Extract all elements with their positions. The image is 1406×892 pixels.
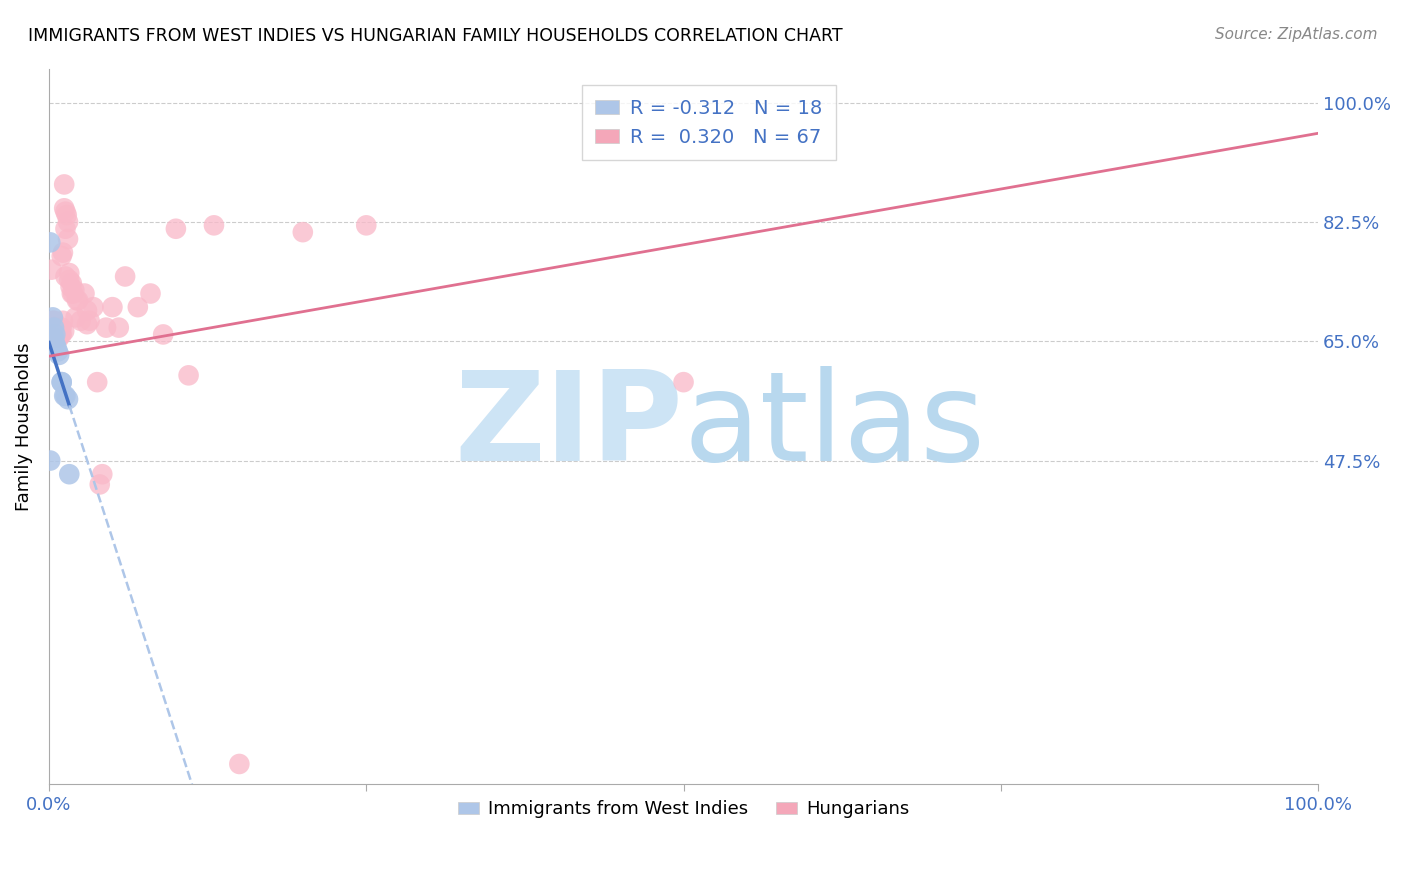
Point: [44, 337, 66, 351]
Point: [51, 375, 73, 389]
Point: [42, 320, 65, 334]
Point: [114, 269, 136, 284]
Point: [86, 375, 108, 389]
Point: [42, 331, 65, 345]
Point: [45, 324, 67, 338]
Point: [44, 337, 66, 351]
Point: [39, 453, 62, 467]
Point: [39, 235, 62, 250]
Point: [48, 322, 70, 336]
Point: [46, 327, 69, 342]
Point: [177, 368, 200, 383]
Point: [55, 208, 77, 222]
Point: [42, 331, 65, 345]
Point: [42, 314, 65, 328]
Point: [58, 266, 80, 280]
Text: Source: ZipAtlas.com: Source: ZipAtlas.com: [1215, 27, 1378, 42]
Point: [65, 310, 87, 325]
Point: [53, 202, 76, 216]
Point: [58, 273, 80, 287]
Point: [94, 320, 117, 334]
Point: [46, 324, 69, 338]
Point: [53, 389, 76, 403]
Point: [291, 225, 314, 239]
Point: [82, 300, 104, 314]
Point: [89, 477, 111, 491]
Point: [139, 286, 162, 301]
Point: [44, 327, 66, 342]
Y-axis label: Family Households: Family Households: [15, 343, 32, 511]
Point: [672, 375, 695, 389]
Text: atlas: atlas: [683, 366, 986, 487]
Point: [79, 314, 101, 328]
Point: [69, 314, 91, 328]
Point: [42, 324, 65, 338]
Point: [76, 303, 98, 318]
Point: [42, 324, 65, 338]
Point: [67, 293, 90, 308]
Point: [58, 467, 80, 482]
Point: [53, 324, 76, 338]
Point: [42, 310, 65, 325]
Point: [48, 348, 70, 362]
Point: [356, 219, 378, 233]
Point: [51, 320, 73, 334]
Point: [101, 300, 124, 314]
Point: [202, 219, 225, 233]
Point: [73, 286, 96, 301]
Point: [39, 318, 62, 333]
Point: [49, 327, 72, 342]
Point: [52, 314, 75, 328]
Point: [42, 314, 65, 328]
Point: [44, 320, 66, 334]
Point: [56, 392, 79, 407]
Point: [127, 300, 149, 314]
Legend: Immigrants from West Indies, Hungarians: Immigrants from West Indies, Hungarians: [450, 793, 917, 825]
Point: [48, 331, 70, 345]
Point: [44, 327, 66, 342]
Point: [165, 221, 187, 235]
Point: [91, 467, 114, 482]
Point: [44, 327, 66, 342]
Point: [45, 331, 67, 345]
Point: [52, 245, 75, 260]
Point: [46, 344, 69, 359]
Point: [60, 277, 83, 291]
Point: [51, 249, 73, 263]
Point: [45, 324, 67, 338]
Point: [59, 279, 82, 293]
Point: [51, 327, 73, 342]
Point: [45, 341, 67, 355]
Point: [53, 178, 76, 192]
Point: [55, 269, 77, 284]
Point: [48, 324, 70, 338]
Point: [41, 262, 63, 277]
Point: [51, 375, 73, 389]
Point: [55, 221, 77, 235]
Text: IMMIGRANTS FROM WEST INDIES VS HUNGARIAN FAMILY HOUSEHOLDS CORRELATION CHART: IMMIGRANTS FROM WEST INDIES VS HUNGARIAN…: [28, 27, 842, 45]
Point: [49, 324, 72, 338]
Point: [60, 286, 83, 301]
Point: [56, 215, 79, 229]
Text: ZIP: ZIP: [454, 366, 683, 487]
Point: [55, 389, 77, 403]
Point: [66, 293, 89, 308]
Point: [107, 320, 129, 334]
Point: [62, 286, 84, 301]
Point: [63, 283, 86, 297]
Point: [76, 317, 98, 331]
Point: [56, 232, 79, 246]
Point: [46, 331, 69, 345]
Point: [55, 204, 77, 219]
Point: [152, 327, 174, 342]
Point: [228, 756, 250, 771]
